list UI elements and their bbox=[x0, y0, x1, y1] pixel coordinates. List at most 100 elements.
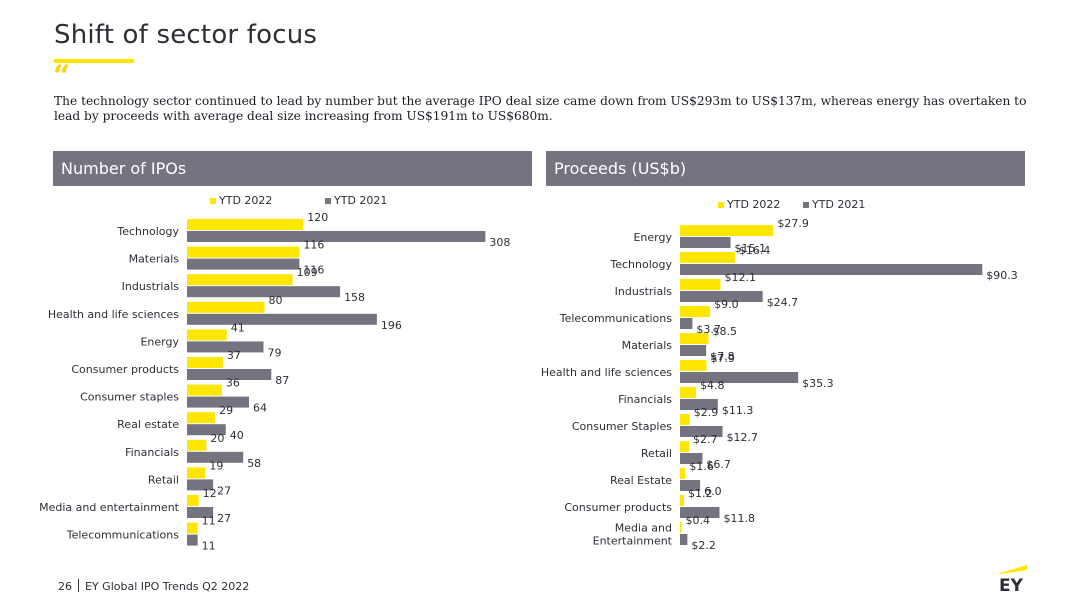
bar-ytd2022 bbox=[680, 279, 721, 290]
bar-ytd2021 bbox=[187, 396, 249, 408]
legend-swatch bbox=[325, 198, 331, 204]
bar-ytd2021 bbox=[187, 424, 226, 436]
bar-ytd2021 bbox=[187, 231, 486, 242]
category-label: Telecommunications bbox=[66, 529, 180, 542]
bar-ytd2022 bbox=[187, 522, 198, 534]
footer-text: EY Global IPO Trends Q2 2022 bbox=[85, 580, 250, 593]
bar-ytd2022 bbox=[187, 274, 293, 286]
category-label: Retail bbox=[641, 447, 672, 460]
bar-ytd2022 bbox=[680, 360, 707, 371]
data-label: $11.3 bbox=[722, 404, 754, 417]
legend-label: YTD 2022 bbox=[218, 194, 272, 207]
category-label: Entertainment bbox=[593, 535, 673, 548]
data-label: $6.7 bbox=[706, 458, 731, 471]
data-label: $35.3 bbox=[802, 377, 834, 390]
bar-ytd2021 bbox=[680, 480, 701, 491]
quote-icon: “ bbox=[53, 59, 71, 94]
bar-ytd2022 bbox=[187, 219, 304, 230]
bar-ytd2021 bbox=[187, 313, 377, 325]
bar-ytd2022 bbox=[680, 252, 735, 263]
category-label: Energy bbox=[633, 231, 672, 244]
category-label: Industrials bbox=[122, 280, 180, 293]
bar-ytd2021 bbox=[680, 318, 693, 329]
category-label: Real Estate bbox=[610, 474, 672, 487]
title-underline bbox=[54, 59, 134, 63]
category-label: Real estate bbox=[117, 418, 179, 431]
footer-page-number: 26 bbox=[58, 580, 72, 593]
category-label: Materials bbox=[129, 253, 180, 266]
data-label: $8.5 bbox=[712, 325, 737, 338]
legend-swatch bbox=[210, 198, 216, 204]
data-label: 12 bbox=[203, 487, 217, 500]
bar-ytd2022 bbox=[680, 441, 690, 452]
ey-logo-text: EY bbox=[999, 576, 1024, 593]
data-label: $2.7 bbox=[693, 433, 718, 446]
ipo-chart-header: Number of IPOs bbox=[53, 151, 532, 186]
category-label: Consumer Staples bbox=[572, 420, 672, 433]
category-label: Materials bbox=[622, 339, 673, 352]
bar-ytd2021 bbox=[680, 237, 731, 248]
category-label: Telecommunications bbox=[559, 312, 673, 325]
category-label: Technology bbox=[609, 258, 672, 271]
data-label: $24.7 bbox=[767, 296, 799, 309]
data-label: $1.2 bbox=[688, 487, 713, 500]
category-label: Energy bbox=[140, 335, 179, 348]
data-label: 116 bbox=[303, 239, 324, 252]
data-label: 11 bbox=[202, 515, 216, 528]
bar-ytd2022 bbox=[187, 439, 207, 451]
bar-ytd2022 bbox=[680, 522, 682, 533]
bar-ytd2022 bbox=[187, 467, 206, 479]
legend-label: YTD 2021 bbox=[333, 194, 387, 207]
data-label: 120 bbox=[307, 211, 328, 224]
data-label: $15.1 bbox=[735, 242, 767, 255]
bar-ytd2022 bbox=[187, 495, 199, 506]
data-label: $11.8 bbox=[724, 512, 756, 525]
data-label: 6.0 bbox=[704, 485, 722, 498]
bar-ytd2021 bbox=[680, 426, 723, 437]
data-label: $4.8 bbox=[700, 379, 725, 392]
category-label: Consumer products bbox=[564, 501, 672, 514]
data-label: 64 bbox=[253, 402, 267, 415]
legend-swatch bbox=[803, 202, 809, 208]
data-label: $12.7 bbox=[727, 431, 759, 444]
data-label: $2.9 bbox=[694, 406, 719, 419]
data-label: 79 bbox=[268, 346, 282, 359]
data-label: $90.3 bbox=[986, 269, 1018, 282]
data-label: 19 bbox=[209, 459, 223, 472]
category-label: Industrials bbox=[615, 285, 673, 298]
bar-ytd2021 bbox=[680, 291, 763, 302]
bar-ytd2021 bbox=[187, 479, 214, 491]
bar-ytd2022 bbox=[187, 301, 265, 313]
data-label: 80 bbox=[269, 294, 283, 307]
bar-ytd2021 bbox=[680, 399, 718, 410]
data-label: 27 bbox=[217, 484, 231, 497]
bar-ytd2021 bbox=[680, 264, 983, 275]
data-label: $2.2 bbox=[691, 539, 716, 552]
data-label: 196 bbox=[381, 319, 402, 332]
page-title: Shift of sector focus bbox=[54, 20, 318, 50]
legend-swatch bbox=[718, 202, 724, 208]
data-label: $16.4 bbox=[739, 244, 771, 257]
legend-label: YTD 2022 bbox=[726, 198, 780, 211]
data-label: 29 bbox=[219, 404, 233, 417]
bar-ytd2021 bbox=[680, 453, 703, 464]
category-label: Media and entertainment bbox=[39, 501, 180, 514]
proceeds-chart: YTD 2022 YTD 2021 Energy $27.9 $15.1 Technolo… bbox=[541, 198, 1018, 552]
bar-ytd2021 bbox=[187, 534, 198, 546]
legend-label: YTD 2021 bbox=[811, 198, 865, 211]
bar-ytd2022 bbox=[680, 333, 709, 344]
bar-ytd2021 bbox=[187, 451, 244, 463]
footer-divider bbox=[78, 579, 79, 592]
data-label: $7.9 bbox=[710, 352, 735, 365]
category-label: Media and bbox=[615, 522, 672, 535]
category-label: Financials bbox=[125, 446, 179, 459]
data-label: $9.0 bbox=[714, 298, 739, 311]
bar-ytd2021 bbox=[187, 341, 264, 353]
data-label: $7.8 bbox=[710, 350, 735, 363]
bar-ytd2022 bbox=[187, 329, 227, 341]
data-label: 37 bbox=[227, 349, 241, 362]
ey-logo-icon: EY bbox=[999, 565, 1027, 593]
bar-ytd2021 bbox=[187, 369, 272, 380]
bar-ytd2021 bbox=[187, 258, 300, 270]
data-label: 116 bbox=[303, 264, 324, 277]
